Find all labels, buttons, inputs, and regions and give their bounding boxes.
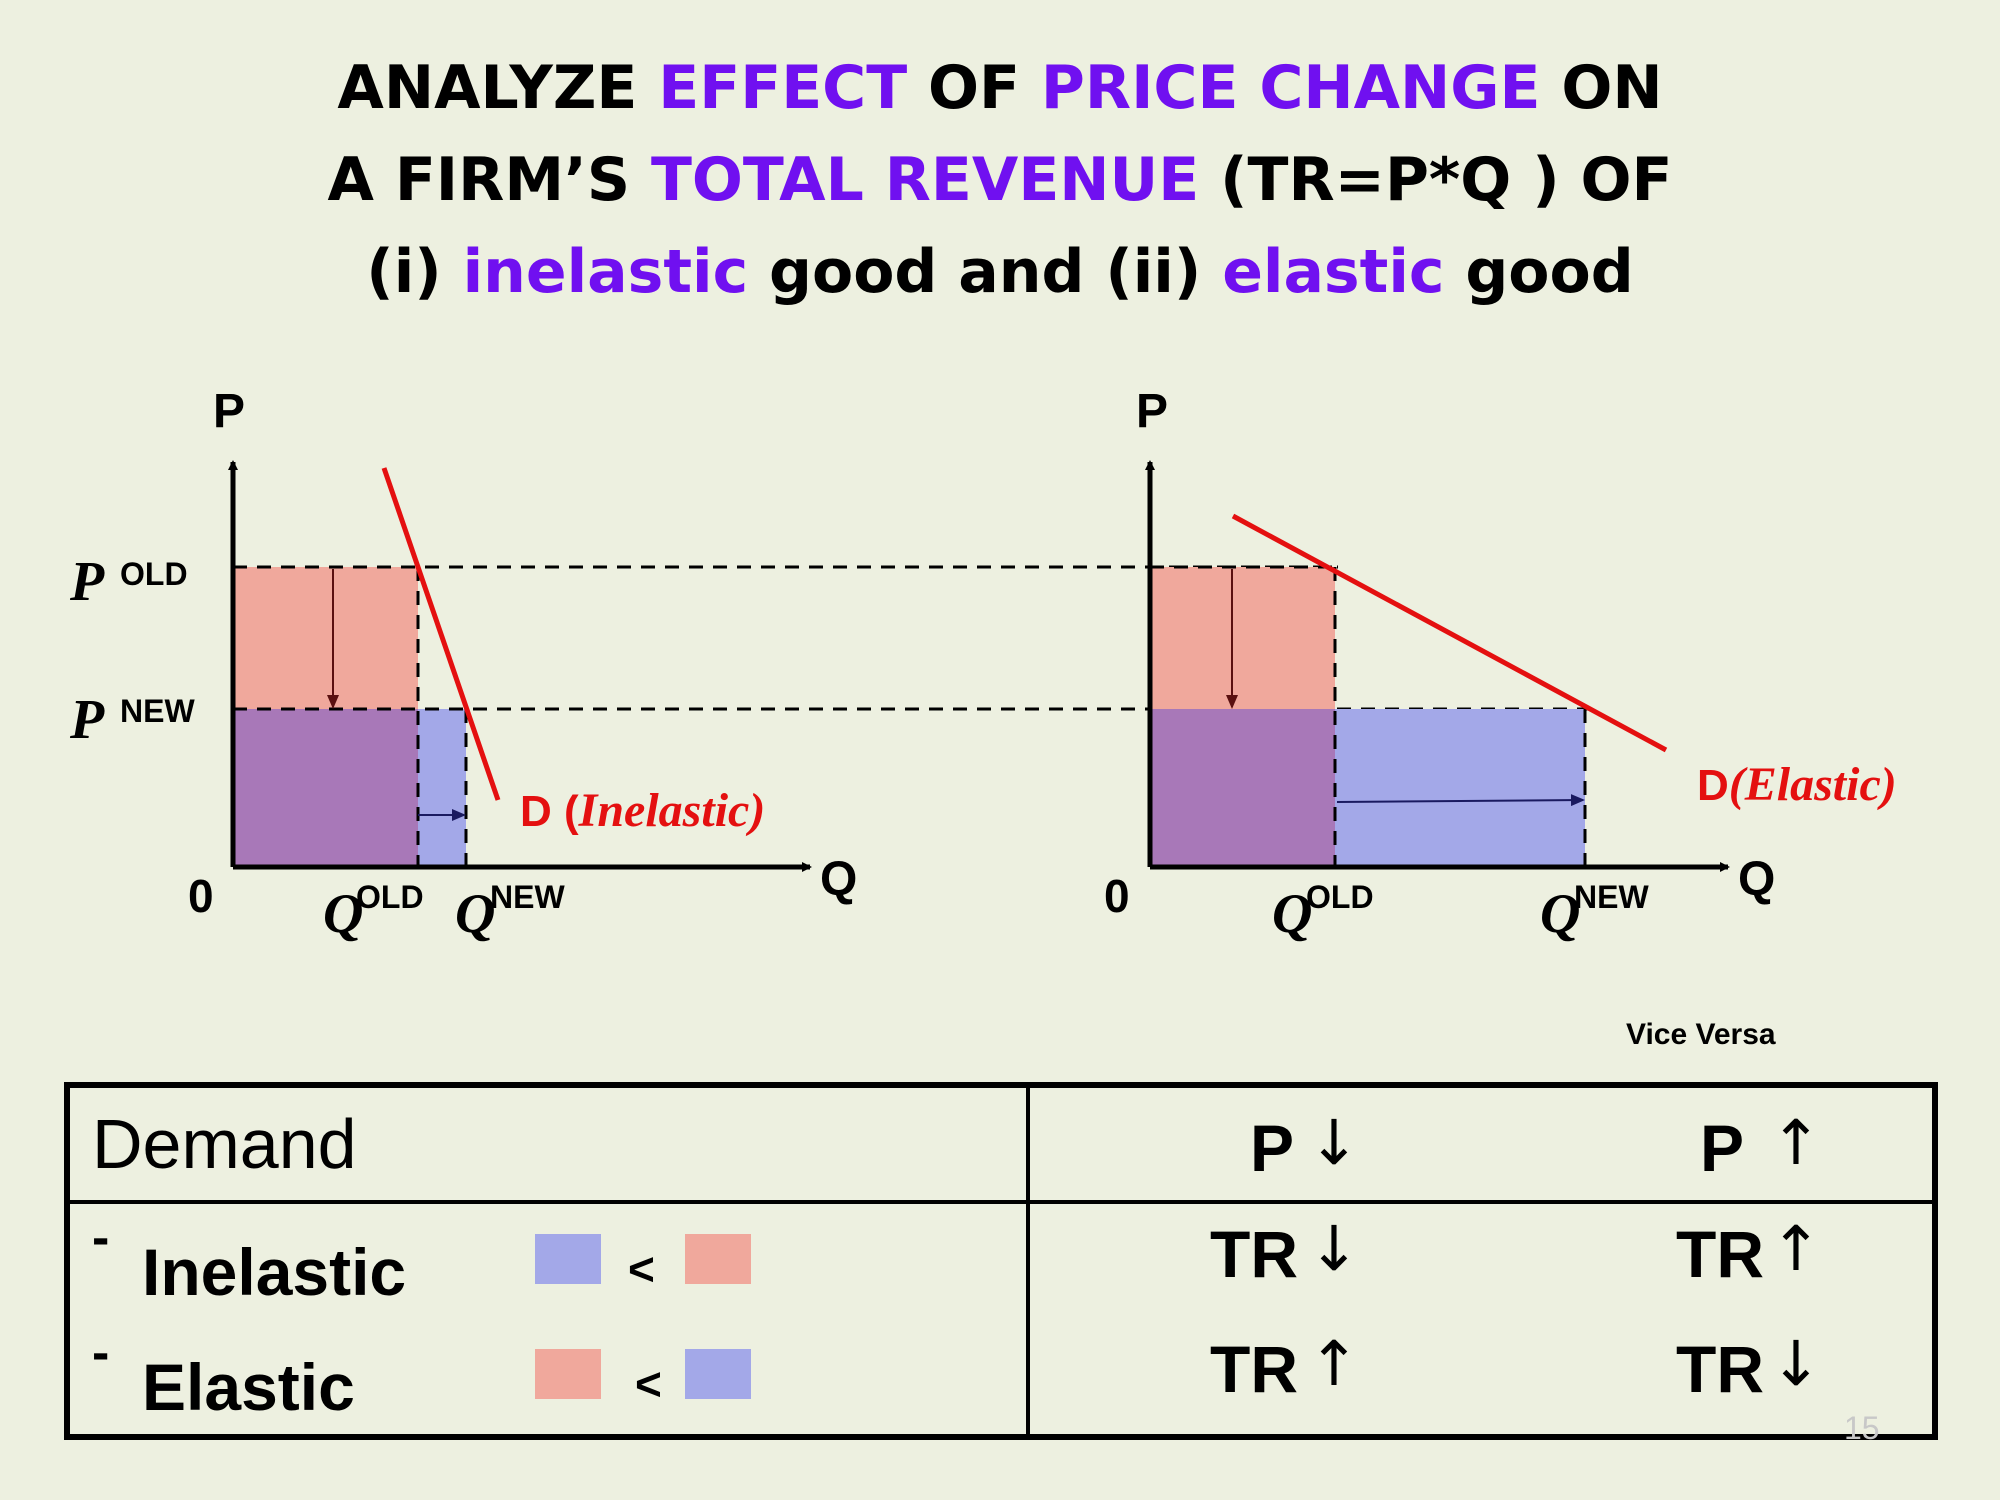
demand-type-label: Inelastic	[142, 1235, 407, 1309]
q-new-label: NEW	[490, 879, 565, 915]
title-line-2: A FIRM’S TOTAL REVENUE (TR=P*Q ) OF	[0, 134, 2000, 226]
summary-table: Demand P ↓ P ↑ - Inelastic < TR ↓ TR	[64, 1082, 1938, 1440]
right-graph-elastic: P Q 0 Q OLD Q NEW D(Elastic)	[1104, 385, 1897, 945]
old-revenue-swatch	[685, 1234, 751, 1284]
title-text: (i)	[366, 237, 463, 307]
p-old-symbol: P	[69, 551, 105, 613]
p-old-label: OLD	[120, 556, 188, 592]
q-new-label: NEW	[1574, 879, 1649, 915]
q-new-symbol: Q	[455, 883, 495, 945]
title-text: good	[1444, 237, 1634, 307]
vice-versa-note: Vice Versa	[1626, 1018, 1776, 1051]
arrow-down-icon: ↓	[1308, 1106, 1360, 1179]
origin-label: 0	[1104, 870, 1130, 922]
overlap-revenue-area	[233, 709, 418, 867]
tr-text: TR	[1676, 1332, 1764, 1406]
q-old-symbol: Q	[1272, 883, 1312, 945]
new-revenue-area	[1335, 709, 1585, 867]
less-than-sign: <	[628, 1243, 655, 1295]
page-number: 15	[1844, 1410, 1880, 1446]
title-text: A FIRM’S	[327, 145, 651, 215]
q-old-symbol: Q	[323, 883, 363, 945]
p-new-label: NEW	[120, 693, 195, 729]
title-text: good and (ii)	[748, 237, 1223, 307]
title-highlight: PRICE CHANGE	[1040, 53, 1541, 123]
demand-header: Demand	[67, 1085, 1030, 1204]
demand-type-label: Elastic	[142, 1350, 355, 1424]
old-revenue-area	[233, 567, 418, 709]
demand-cell: - Elastic <	[67, 1319, 1030, 1437]
title-highlight: EFFECT	[658, 53, 908, 123]
quantity-right-arrow	[1336, 794, 1585, 807]
arrow-up-icon: ↑	[1770, 1106, 1822, 1179]
origin-label: 0	[188, 870, 214, 922]
title-highlight: TOTAL REVENUE	[650, 145, 1200, 215]
tr-text: TR	[1210, 1217, 1298, 1291]
bullet-dash: -	[92, 1209, 110, 1267]
demand-curve-inelastic	[381, 467, 501, 801]
p-up-text: P	[1700, 1111, 1745, 1185]
title-highlight: elastic	[1222, 237, 1445, 307]
q-new-symbol: Q	[1540, 883, 1580, 945]
old-revenue-swatch	[535, 1349, 601, 1399]
new-revenue-swatch	[535, 1234, 601, 1284]
elasticity-diagrams: P Q 0 P OLD P NEW Q OLD Q NEW D (Inelast…	[69, 385, 1897, 945]
slide-title: ANALYZE EFFECT OF PRICE CHANGE ON A FIRM…	[0, 42, 2000, 318]
bullet-dash: -	[92, 1324, 110, 1382]
arrow-up-icon: ↑	[1770, 1212, 1822, 1285]
p-new-symbol: P	[69, 689, 105, 751]
y-axis-label: P	[1136, 385, 1168, 438]
new-revenue-area	[418, 709, 466, 867]
demand-label-inelastic: D (Inelastic)	[520, 784, 765, 837]
effect-cell: TR ↑ TR ↓	[1028, 1319, 1935, 1437]
tr-text: TR	[1210, 1332, 1298, 1406]
effect-cell: TR ↓ TR ↑	[1028, 1202, 1935, 1319]
new-revenue-swatch	[685, 1349, 751, 1399]
title-text: (TR=P*Q ) OF	[1199, 145, 1673, 215]
old-revenue-area	[1150, 567, 1335, 709]
arrow-down-icon: ↓	[1308, 1212, 1360, 1285]
x-axis-label: Q	[1738, 853, 1775, 906]
title-highlight: inelastic	[462, 237, 749, 307]
demand-curve-elastic	[1231, 513, 1668, 753]
q-old-label: OLD	[1306, 879, 1374, 915]
arrow-down-icon: ↓	[1770, 1327, 1822, 1400]
p-down-text: P	[1250, 1111, 1295, 1185]
table-row-inelastic: - Inelastic < TR ↓ TR ↑	[67, 1202, 1935, 1319]
table-header-row: Demand P ↓ P ↑	[67, 1085, 1935, 1204]
title-line-1: ANALYZE EFFECT OF PRICE CHANGE ON	[0, 42, 2000, 134]
tr-text: TR	[1676, 1217, 1764, 1291]
direction-header: P ↓ P ↑	[1028, 1085, 1935, 1204]
overlap-revenue-area	[1150, 709, 1335, 867]
y-axis-label: P	[213, 385, 245, 438]
x-axis-label: Q	[820, 853, 857, 906]
left-graph-inelastic: P Q 0 P OLD P NEW Q OLD Q NEW D (Inelast…	[69, 385, 1588, 945]
title-text: OF	[907, 53, 1041, 123]
q-old-label: OLD	[356, 879, 424, 915]
title-text: ON	[1540, 53, 1663, 123]
table-row-elastic: - Elastic < TR ↑ TR ↓	[67, 1319, 1935, 1437]
arrow-up-icon: ↑	[1308, 1327, 1360, 1400]
title-line-3: (i) inelastic good and (ii) elastic good	[0, 226, 2000, 318]
less-than-sign: <	[635, 1358, 662, 1410]
demand-cell: - Inelastic <	[67, 1202, 1030, 1319]
title-text: ANALYZE	[337, 53, 659, 123]
demand-label-elastic: D(Elastic)	[1697, 758, 1897, 811]
